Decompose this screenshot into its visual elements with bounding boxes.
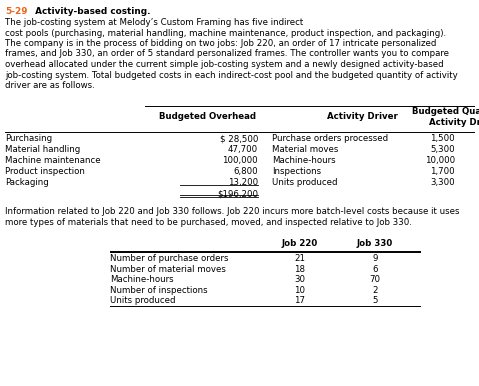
Text: Job 220: Job 220 bbox=[282, 239, 318, 249]
Text: 17: 17 bbox=[295, 296, 306, 305]
Text: Activity-based costing.: Activity-based costing. bbox=[32, 7, 150, 16]
Text: cost pools (purchasing, material handling, machine maintenance, product inspecti: cost pools (purchasing, material handlin… bbox=[5, 29, 446, 37]
Text: Product inspection: Product inspection bbox=[5, 167, 85, 176]
Text: 2: 2 bbox=[372, 286, 378, 295]
Text: job-costing system. Total budgeted costs in each indirect-cost pool and the budg: job-costing system. Total budgeted costs… bbox=[5, 71, 458, 80]
Text: 10: 10 bbox=[295, 286, 306, 295]
Text: Packaging: Packaging bbox=[5, 178, 49, 187]
Text: Inspections: Inspections bbox=[272, 167, 321, 176]
Text: 3,300: 3,300 bbox=[430, 178, 455, 187]
Text: 1,700: 1,700 bbox=[430, 167, 455, 176]
Text: Units produced: Units produced bbox=[272, 178, 338, 187]
Text: frames, and Job 330, an order of 5 standard personalized frames. The controller : frames, and Job 330, an order of 5 stand… bbox=[5, 49, 449, 59]
Text: $196,200: $196,200 bbox=[217, 189, 258, 198]
Text: more types of materials that need to be purchased, moved, and inspected relative: more types of materials that need to be … bbox=[5, 218, 412, 227]
Text: Material handling: Material handling bbox=[5, 145, 80, 154]
Text: $ 28,500: $ 28,500 bbox=[220, 134, 258, 143]
Text: 100,000: 100,000 bbox=[222, 156, 258, 165]
Text: The job-costing system at Melody’s Custom Framing has five indirect: The job-costing system at Melody’s Custo… bbox=[5, 18, 303, 27]
Text: Job 330: Job 330 bbox=[357, 239, 393, 249]
Text: Activity Driver: Activity Driver bbox=[429, 118, 479, 127]
Text: Activity Driver: Activity Driver bbox=[327, 112, 398, 121]
Text: 5-29: 5-29 bbox=[5, 7, 27, 16]
Text: 18: 18 bbox=[295, 265, 306, 274]
Text: 6,800: 6,800 bbox=[233, 167, 258, 176]
Text: Purchasing: Purchasing bbox=[5, 134, 52, 143]
Text: Number of inspections: Number of inspections bbox=[110, 286, 207, 295]
Text: Purchase orders processed: Purchase orders processed bbox=[272, 134, 388, 143]
Text: 1,500: 1,500 bbox=[430, 134, 455, 143]
Text: 47,700: 47,700 bbox=[228, 145, 258, 154]
Text: 9: 9 bbox=[372, 254, 377, 263]
Text: Machine-hours: Machine-hours bbox=[272, 156, 336, 165]
Text: Machine-hours: Machine-hours bbox=[110, 275, 173, 284]
Text: Material moves: Material moves bbox=[272, 145, 338, 154]
Text: 21: 21 bbox=[295, 254, 306, 263]
Text: Units produced: Units produced bbox=[110, 296, 175, 305]
Text: 10,000: 10,000 bbox=[425, 156, 455, 165]
Text: Number of material moves: Number of material moves bbox=[110, 265, 226, 274]
Text: Budgeted Overhead: Budgeted Overhead bbox=[159, 112, 256, 121]
Text: overhead allocated under the current simple job-costing system and a newly desig: overhead allocated under the current sim… bbox=[5, 60, 444, 69]
Text: 6: 6 bbox=[372, 265, 378, 274]
Text: 13,200: 13,200 bbox=[228, 178, 258, 187]
Text: Number of purchase orders: Number of purchase orders bbox=[110, 254, 228, 263]
Text: Information related to Job 220 and Job 330 follows. Job 220 incurs more batch-le: Information related to Job 220 and Job 3… bbox=[5, 208, 459, 217]
Text: Budgeted Quantity of: Budgeted Quantity of bbox=[412, 107, 479, 117]
Text: 5,300: 5,300 bbox=[430, 145, 455, 154]
Text: 70: 70 bbox=[369, 275, 380, 284]
Text: driver are as follows.: driver are as follows. bbox=[5, 81, 95, 90]
Text: The company is in the process of bidding on two jobs: Job 220, an order of 17 in: The company is in the process of bidding… bbox=[5, 39, 436, 48]
Text: 30: 30 bbox=[295, 275, 306, 284]
Text: 5: 5 bbox=[372, 296, 378, 305]
Text: Machine maintenance: Machine maintenance bbox=[5, 156, 101, 165]
